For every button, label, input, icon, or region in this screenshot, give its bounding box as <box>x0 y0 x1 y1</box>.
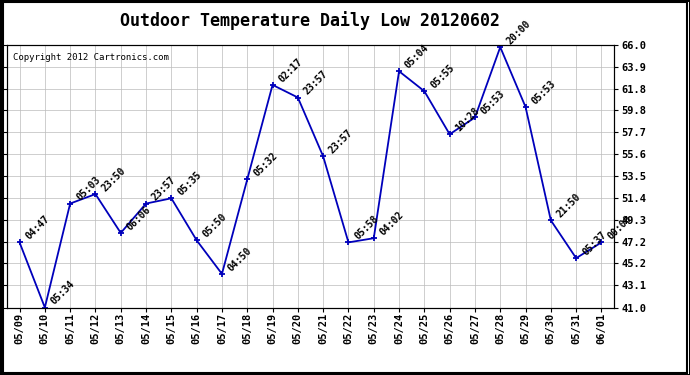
Text: 05:32: 05:32 <box>251 151 279 178</box>
Text: 04:50: 04:50 <box>226 245 254 273</box>
Text: 04:47: 04:47 <box>23 214 52 242</box>
Text: 05:35: 05:35 <box>175 170 204 198</box>
Text: 23:57: 23:57 <box>150 175 178 203</box>
Text: Outdoor Temperature Daily Low 20120602: Outdoor Temperature Daily Low 20120602 <box>121 11 500 30</box>
Text: 05:34: 05:34 <box>49 279 77 307</box>
Text: 05:37: 05:37 <box>580 230 608 257</box>
Text: 02:17: 02:17 <box>277 56 304 84</box>
Text: 05:55: 05:55 <box>428 63 456 90</box>
Text: 04:02: 04:02 <box>378 210 406 237</box>
Text: 05:50: 05:50 <box>201 211 228 240</box>
Text: Copyright 2012 Cartronics.com: Copyright 2012 Cartronics.com <box>13 53 169 62</box>
Text: 05:04: 05:04 <box>403 43 431 70</box>
Text: 20:00: 20:00 <box>504 18 532 46</box>
Text: 05:53: 05:53 <box>530 78 558 106</box>
Text: 05:58: 05:58 <box>353 214 380 242</box>
Text: 06:06: 06:06 <box>125 204 152 232</box>
Text: 05:53: 05:53 <box>479 89 507 117</box>
Text: 10:28: 10:28 <box>454 106 482 134</box>
Text: 00:00: 00:00 <box>606 214 633 242</box>
Text: 05:03: 05:03 <box>75 175 102 203</box>
Text: 23:57: 23:57 <box>302 69 330 97</box>
Text: 23:57: 23:57 <box>327 128 355 156</box>
Text: 21:50: 21:50 <box>555 192 583 220</box>
Text: 23:50: 23:50 <box>99 165 128 194</box>
